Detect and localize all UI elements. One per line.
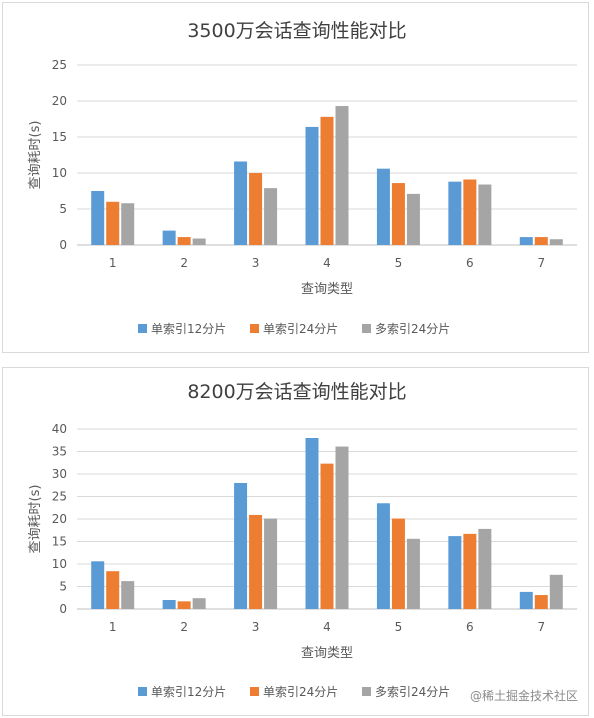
chart-title: 3500万会话查询性能对比 bbox=[187, 20, 406, 42]
bar bbox=[249, 173, 263, 245]
bar bbox=[162, 600, 176, 609]
bar bbox=[192, 598, 206, 609]
y-tick-label: 10 bbox=[52, 557, 67, 571]
chart-2: 8200万会话查询性能对比 0 5 10 15 20 25 30 35 40 查询耗时(s) 1 2 3 4… bbox=[28, 381, 577, 699]
watermark-text: @稀土掘金技术社区 bbox=[469, 689, 578, 703]
y-tick-label: 40 bbox=[52, 422, 67, 436]
x-tick-label: 5 bbox=[395, 620, 403, 634]
bar bbox=[177, 237, 191, 245]
bar bbox=[376, 168, 390, 245]
bar bbox=[91, 191, 105, 245]
chart-panel-1: 3500万会话查询性能对比 0 5 10 15 20 25 查询耗时(s) 1 2 3 4 5 6 7 查询类… bbox=[2, 2, 589, 353]
bar bbox=[448, 536, 462, 609]
x-tick-label: 2 bbox=[180, 620, 188, 634]
legend-swatch bbox=[138, 324, 147, 333]
x-axis-label: 查询类型 bbox=[301, 646, 353, 661]
y-tick-label: 0 bbox=[59, 238, 67, 252]
legend-swatch bbox=[250, 687, 259, 696]
y-tick-label: 0 bbox=[59, 602, 67, 616]
chart-title: 8200万会话查询性能对比 bbox=[187, 381, 406, 403]
bar bbox=[335, 446, 349, 609]
bar bbox=[305, 126, 319, 245]
y-tick-label: 15 bbox=[52, 130, 67, 144]
bar bbox=[519, 237, 533, 245]
bar bbox=[121, 203, 135, 245]
bar bbox=[463, 179, 477, 245]
legend-label: 单索引24分片 bbox=[263, 322, 338, 336]
bar bbox=[549, 574, 563, 609]
legend-swatch bbox=[362, 324, 371, 333]
x-tick-label: 6 bbox=[466, 256, 474, 270]
legend-swatch bbox=[362, 687, 371, 696]
bar bbox=[234, 483, 248, 609]
bar bbox=[549, 239, 563, 245]
bar bbox=[177, 601, 191, 609]
y-tick-label: 10 bbox=[52, 166, 67, 180]
bar bbox=[234, 161, 248, 245]
bar bbox=[406, 193, 420, 245]
bar bbox=[406, 538, 420, 609]
bar bbox=[162, 230, 176, 245]
chart-panel-2: 8200万会话查询性能对比 0 5 10 15 20 25 30 35 40 查询耗时(s) 1 2 3 4… bbox=[2, 367, 589, 716]
bar bbox=[106, 571, 120, 609]
legend-swatch bbox=[250, 324, 259, 333]
y-tick-label: 15 bbox=[52, 535, 67, 549]
x-tick-label: 4 bbox=[323, 256, 331, 270]
bar bbox=[320, 463, 334, 609]
x-tick-label: 3 bbox=[252, 256, 260, 270]
x-tick-label: 2 bbox=[180, 256, 188, 270]
legend-label: 单索引12分片 bbox=[151, 322, 226, 336]
bar bbox=[391, 183, 405, 245]
y-tick-label: 25 bbox=[52, 490, 67, 504]
x-tick-label: 1 bbox=[109, 256, 117, 270]
x-tick-label: 3 bbox=[252, 620, 260, 634]
bar bbox=[249, 514, 263, 609]
y-tick-label: 20 bbox=[52, 512, 67, 526]
y-tick-label: 30 bbox=[52, 467, 67, 481]
bar bbox=[376, 503, 390, 609]
bar bbox=[335, 106, 349, 245]
bar bbox=[320, 116, 334, 245]
legend-label: 单索引24分片 bbox=[263, 685, 338, 699]
y-tick-label: 5 bbox=[59, 202, 67, 216]
bar bbox=[448, 181, 462, 245]
x-tick-label: 5 bbox=[395, 256, 403, 270]
legend-label: 多索引24分片 bbox=[375, 322, 450, 336]
y-axis-label: 查询耗时(s) bbox=[28, 121, 43, 190]
x-axis-label: 查询类型 bbox=[301, 282, 353, 297]
legend-label: 单索引12分片 bbox=[151, 685, 226, 699]
bar bbox=[391, 518, 405, 609]
bar bbox=[264, 188, 278, 245]
x-tick-label: 1 bbox=[109, 620, 117, 634]
bar bbox=[91, 561, 105, 609]
legend-label: 多索引24分片 bbox=[375, 685, 450, 699]
bar bbox=[534, 595, 548, 609]
y-tick-label: 20 bbox=[52, 94, 67, 108]
bar bbox=[121, 581, 135, 609]
bar bbox=[264, 518, 278, 609]
y-tick-label: 35 bbox=[52, 445, 67, 459]
bar bbox=[192, 238, 206, 245]
y-tick-label: 5 bbox=[59, 580, 67, 594]
chart-1: 3500万会话查询性能对比 0 5 10 15 20 25 查询耗时(s) 1 2 3 4 5 6 7 查询类… bbox=[28, 20, 577, 336]
x-tick-label: 7 bbox=[537, 256, 545, 270]
y-tick-label: 25 bbox=[52, 58, 67, 72]
bar bbox=[534, 237, 548, 245]
bar bbox=[519, 591, 533, 609]
y-axis-label: 查询耗时(s) bbox=[28, 485, 43, 554]
x-tick-label: 7 bbox=[537, 620, 545, 634]
bar bbox=[478, 184, 492, 245]
x-tick-label: 6 bbox=[466, 620, 474, 634]
bar bbox=[478, 528, 492, 609]
bar bbox=[463, 533, 477, 609]
bar bbox=[106, 201, 120, 245]
bar bbox=[305, 438, 319, 609]
x-tick-label: 4 bbox=[323, 620, 331, 634]
legend-swatch bbox=[138, 687, 147, 696]
